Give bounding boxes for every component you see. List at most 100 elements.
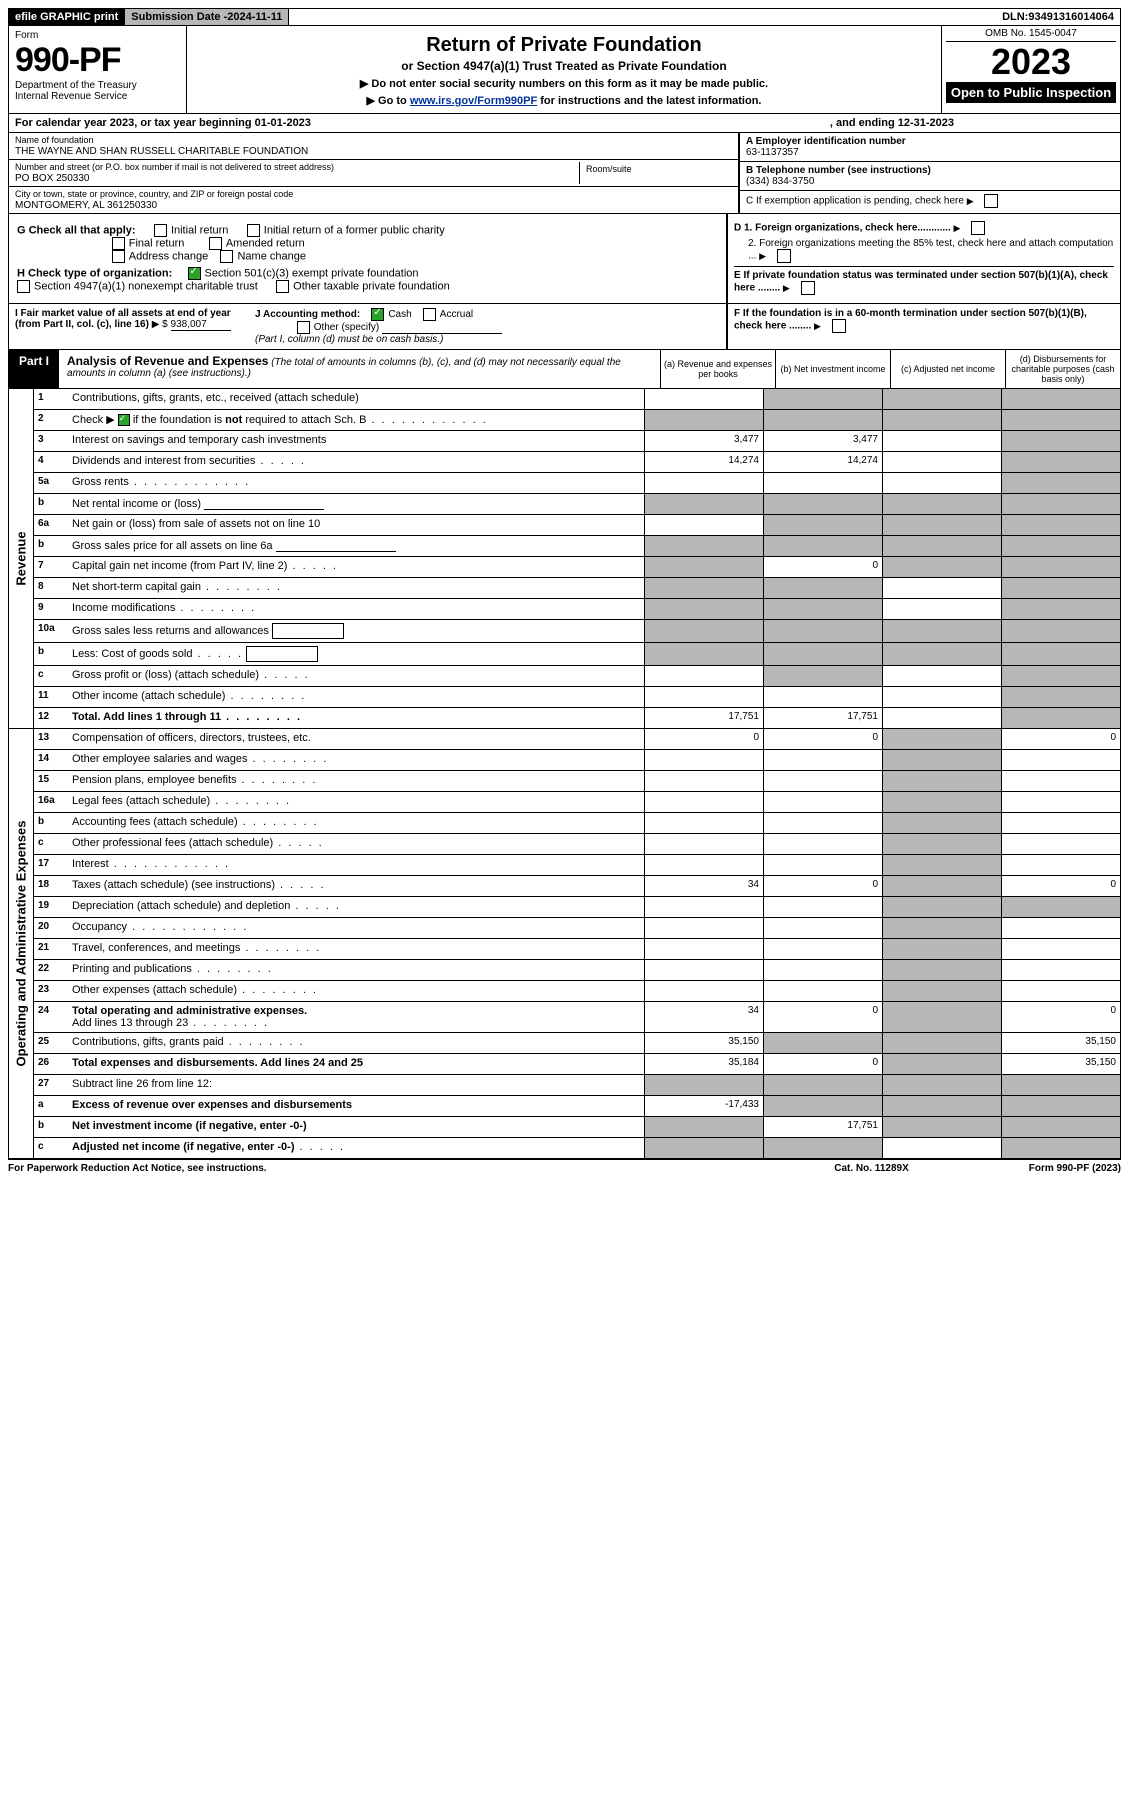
g-final-return-checkbox[interactable] [112,237,125,250]
g-initial-return-checkbox[interactable] [154,224,167,237]
h-4947-checkbox[interactable] [17,280,30,293]
j-accrual-checkbox[interactable] [423,308,436,321]
d1-checkbox[interactable] [971,221,985,235]
city-label: City or town, state or province, country… [15,189,732,199]
r18-d: 0 [1001,876,1120,896]
r26-d: 35,150 [1001,1054,1120,1074]
form-subtitle: or Section 4947(a)(1) Trust Treated as P… [193,59,935,73]
schb-checkbox[interactable] [118,414,130,426]
arrow-icon [954,223,963,234]
h-501c3-checkbox[interactable] [188,267,201,280]
f-checkbox[interactable] [832,319,846,333]
row1-desc: Contributions, gifts, grants, etc., rece… [72,389,644,409]
row9-desc: Income modifications [72,599,644,619]
room-suite: Room/suite [579,162,732,184]
revenue-side-label: Revenue [9,389,34,728]
cal-year-ending: , and ending 12-31-2023 [830,117,954,129]
col-b-header: (b) Net investment income [776,350,891,388]
row18-desc: Taxes (attach schedule) (see instruction… [72,876,644,896]
dln: DLN: 93491316014064 [996,9,1120,25]
r12-a: 17,751 [644,708,763,728]
address-value: PO BOX 250330 [15,173,579,184]
j-cash-checkbox[interactable] [371,308,384,321]
form-note2: ▶ Go to www.irs.gov/Form990PF for instru… [193,94,935,107]
row10b-desc: Less: Cost of goods sold [72,643,644,665]
row20-desc: Occupancy [72,918,644,938]
r13-b: 0 [763,729,882,749]
row24-desc: Total operating and administrative expen… [72,1002,644,1032]
row27c-desc: Adjusted net income (if negative, enter … [72,1138,644,1158]
row23-desc: Other expenses (attach schedule) [72,981,644,1001]
arrow-icon [814,321,823,332]
efile-label[interactable]: efile GRAPHIC print [9,9,125,25]
j-note: (Part I, column (d) must be on cash basi… [255,334,443,345]
r26-a: 35,184 [644,1054,763,1074]
r3-b: 3,477 [763,431,882,451]
foundation-name: THE WAYNE AND SHAN RUSSELL CHARITABLE FO… [15,146,732,157]
r24-a: 34 [644,1002,763,1032]
r25-d: 35,150 [1001,1033,1120,1053]
part1-header: Part I Analysis of Revenue and Expenses … [8,350,1121,389]
calendar-year-row: For calendar year 2023, or tax year begi… [8,114,1121,133]
row10c-desc: Gross profit or (loss) (attach schedule) [72,666,644,686]
row15-desc: Pension plans, employee benefits [72,771,644,791]
tel-cell: B Telephone number (see instructions) (3… [740,162,1120,191]
r26-b: 0 [763,1054,882,1074]
j-other-specify[interactable] [382,321,502,334]
cal-year-text: For calendar year 2023, or tax year begi… [15,117,311,129]
row7-desc: Capital gain net income (from Part IV, l… [72,557,644,577]
fmv-value: 938,007 [171,319,231,331]
row13-desc: Compensation of officers, directors, tru… [72,729,644,749]
j-other-checkbox[interactable] [297,321,310,334]
r24-d: 0 [1001,1002,1120,1032]
row14-desc: Other employee salaries and wages [72,750,644,770]
row26-desc: Total expenses and disbursements. Add li… [72,1054,644,1074]
row12-desc: Total. Add lines 1 through 11 [72,708,644,728]
row11-desc: Other income (attach schedule) [72,687,644,707]
tel-value: (334) 834-3750 [746,176,814,187]
page-footer: For Paperwork Reduction Act Notice, see … [8,1159,1121,1174]
d2-checkbox[interactable] [777,249,791,263]
ein-value: 63-1137357 [746,147,799,158]
row6b-desc: Gross sales price for all assets on line… [72,536,644,556]
d1-line: D 1. Foreign organizations, check here..… [734,221,1114,235]
irs-link[interactable]: www.irs.gov/Form990PF [410,95,537,107]
options-block: G Check all that apply: Initial return I… [8,214,1121,304]
e-line: E If private foundation status was termi… [734,266,1114,295]
g-initial-former-checkbox[interactable] [247,224,260,237]
row8-desc: Net short-term capital gain [72,578,644,598]
header-right: OMB No. 1545-0047 2023 Open to Public In… [941,26,1120,113]
h-other-taxable-checkbox[interactable] [276,280,289,293]
r13-d: 0 [1001,729,1120,749]
dept-line2: Internal Revenue Service [15,91,180,102]
f-termination: F If the foundation is in a 60-month ter… [728,304,1120,349]
row27a-desc: Excess of revenue over expenses and disb… [72,1096,644,1116]
row5a-desc: Gross rents [72,473,644,493]
i-fmv: I Fair market value of all assets at end… [15,308,245,345]
expenses-side-label: Operating and Administrative Expenses [9,729,34,1158]
submission-date: Submission Date - 2024-11-11 [125,9,289,25]
omb-number: OMB No. 1545-0047 [946,28,1116,42]
r18-b: 0 [763,876,882,896]
form-title: Return of Private Foundation [193,34,935,57]
part1-desc: Analysis of Revenue and Expenses (The to… [59,350,661,388]
ij-left: I Fair market value of all assets at end… [9,304,728,349]
revenue-section: Revenue 1Contributions, gifts, grants, e… [8,389,1121,729]
col-a-header: (a) Revenue and expenses per books [661,350,776,388]
r24-b: 0 [763,1002,882,1032]
d2-line: 2. Foreign organizations meeting the 85%… [734,238,1114,263]
g-name-change-checkbox[interactable] [220,250,233,263]
g-amended-checkbox[interactable] [209,237,222,250]
top-bar: efile GRAPHIC print Submission Date - 20… [8,8,1121,26]
ein-cell: A Employer identification number 63-1137… [740,133,1120,162]
header-center: Return of Private Foundation or Section … [187,26,941,113]
footer-left: For Paperwork Reduction Act Notice, see … [8,1163,267,1174]
c-checkbox[interactable] [984,194,998,208]
footer-cat: Cat. No. 11289X [834,1163,908,1174]
g-address-change-checkbox[interactable] [112,250,125,263]
c-exemption-cell: C If exemption application is pending, c… [740,191,1120,211]
row25-desc: Contributions, gifts, grants paid [72,1033,644,1053]
form-note1: ▶ Do not enter social security numbers o… [193,77,935,90]
e-checkbox[interactable] [801,281,815,295]
arrow-icon [783,283,792,294]
